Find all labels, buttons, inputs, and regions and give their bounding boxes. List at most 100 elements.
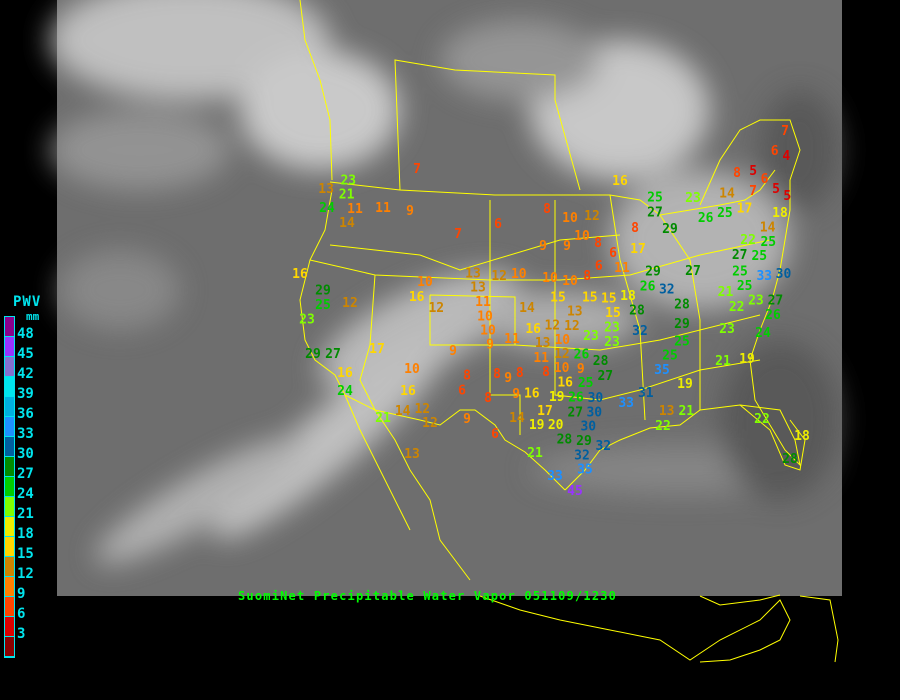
station-pwv-label: 13 — [404, 447, 420, 462]
legend-swatch — [5, 457, 14, 477]
legend-swatch — [5, 317, 14, 337]
station-pwv-label: 15 — [605, 306, 621, 321]
station-pwv-label: 12 — [491, 269, 507, 284]
legend-label: 48 — [17, 326, 34, 342]
legend-swatch — [5, 557, 14, 577]
caribbean-coast — [799, 595, 839, 663]
station-pwv-label: 32 — [632, 324, 648, 339]
station-pwv-label: 5 — [783, 189, 791, 204]
station-pwv-label: 7 — [749, 184, 757, 199]
station-pwv-label: 17 — [630, 242, 646, 257]
station-pwv-label: 8 — [484, 391, 492, 406]
legend-swatch — [5, 517, 14, 537]
station-pwv-label: 13 — [470, 281, 486, 296]
station-pwv-label: 8 — [516, 366, 524, 381]
station-pwv-label: 13 — [659, 404, 675, 419]
station-pwv-label: 6 — [458, 383, 466, 398]
station-pwv-label: 23 — [748, 294, 764, 309]
station-pwv-label: 33 — [618, 396, 634, 411]
station-pwv-label: 14 — [719, 187, 735, 202]
station-pwv-label: 13 — [318, 182, 334, 197]
station-pwv-label: 6 — [491, 427, 499, 442]
station-pwv-label: 6 — [771, 144, 779, 159]
station-pwv-label: 26 — [698, 211, 714, 226]
station-pwv-label: 8 — [733, 166, 741, 181]
station-pwv-label: 29 — [645, 265, 661, 280]
legend-label: 9 — [17, 586, 26, 602]
station-pwv-label: 45 — [567, 484, 583, 499]
station-pwv-label: 26 — [765, 308, 781, 323]
station-pwv-label: 9 — [463, 412, 471, 427]
station-pwv-label: 10 — [554, 361, 570, 376]
legend-label: 33 — [17, 426, 34, 442]
station-pwv-label: 21 — [715, 354, 731, 369]
station-pwv-label: 17 — [369, 342, 385, 357]
station-pwv-label: 27 — [325, 347, 341, 362]
station-pwv-label: 28 — [557, 432, 573, 447]
station-pwv-label: 18 — [794, 429, 810, 444]
legend-swatch — [5, 357, 14, 377]
station-pwv-label: 23 — [604, 335, 620, 350]
station-pwv-label: 16 — [292, 267, 308, 282]
station-pwv-label: 10 — [542, 271, 558, 286]
legend-swatch — [5, 597, 14, 617]
station-pwv-label: 14 — [339, 216, 355, 231]
legend-swatch — [5, 477, 14, 497]
station-pwv-label: 9 — [406, 204, 414, 219]
state-lines-7 — [609, 194, 646, 421]
station-pwv-label: 8 — [463, 369, 471, 384]
station-pwv-label: 31 — [638, 386, 654, 401]
legend-swatch — [5, 337, 14, 357]
legend-label: 42 — [17, 366, 34, 382]
state-lines-6 — [554, 200, 761, 401]
state-lines-5 — [514, 314, 761, 351]
station-pwv-label: 28 — [782, 452, 798, 467]
station-pwv-label: 25 — [751, 249, 767, 264]
station-pwv-label: 15 — [550, 291, 566, 306]
station-pwv-label: 16 — [524, 386, 540, 401]
station-pwv-label: 9 — [504, 371, 512, 386]
legend-label: 27 — [17, 466, 34, 482]
station-pwv-label: 10 — [404, 362, 420, 377]
florida — [739, 404, 806, 471]
station-pwv-label: 28 — [629, 303, 645, 318]
state-lines-9 — [329, 234, 621, 271]
state-country-borders — [299, 0, 839, 663]
legend-swatch — [5, 397, 14, 417]
canada-east — [699, 119, 801, 206]
mexico-west — [374, 409, 471, 581]
station-pwv-label: 19 — [739, 352, 755, 367]
station-pwv-label: 32 — [659, 283, 675, 298]
station-pwv-label: 29 — [315, 284, 331, 299]
station-pwv-label: 25 — [717, 206, 733, 221]
station-pwv-label: 25 — [732, 265, 748, 280]
station-pwv-label: 27 — [567, 405, 583, 420]
station-pwv-label: 8 — [493, 367, 501, 382]
station-pwv-label: 6 — [595, 259, 603, 274]
state-lines-8 — [659, 214, 701, 410]
station-pwv-label: 33 — [756, 269, 772, 284]
station-pwv-label: 11 — [533, 351, 549, 366]
station-pwv-label: 23 — [719, 322, 735, 337]
station-pwv-label: 22 — [655, 419, 671, 434]
legend-swatch — [5, 617, 14, 637]
station-pwv-label: 25 — [737, 279, 753, 294]
station-pwv-label: 8 — [631, 221, 639, 236]
legend-unit: mm — [26, 310, 40, 323]
station-pwv-label: 9 — [563, 239, 571, 254]
west-coast — [299, 189, 376, 411]
station-pwv-label: 19 — [549, 390, 565, 405]
legend-label: 24 — [17, 486, 34, 502]
station-pwv-label: 8 — [543, 202, 551, 217]
station-pwv-label: 6 — [609, 246, 617, 261]
station-pwv-label: 18 — [772, 206, 788, 221]
station-pwv-label: 21 — [339, 187, 355, 202]
station-pwv-label: 19 — [529, 418, 545, 433]
station-pwv-label: 25 — [315, 298, 331, 313]
us-mexico-border — [374, 409, 566, 491]
yucatan — [699, 594, 781, 606]
station-pwv-label: 21 — [718, 285, 734, 300]
station-pwv-label: 30 — [588, 391, 604, 406]
canada-west-coast — [299, 0, 333, 181]
station-pwv-label: 23 — [299, 312, 315, 327]
